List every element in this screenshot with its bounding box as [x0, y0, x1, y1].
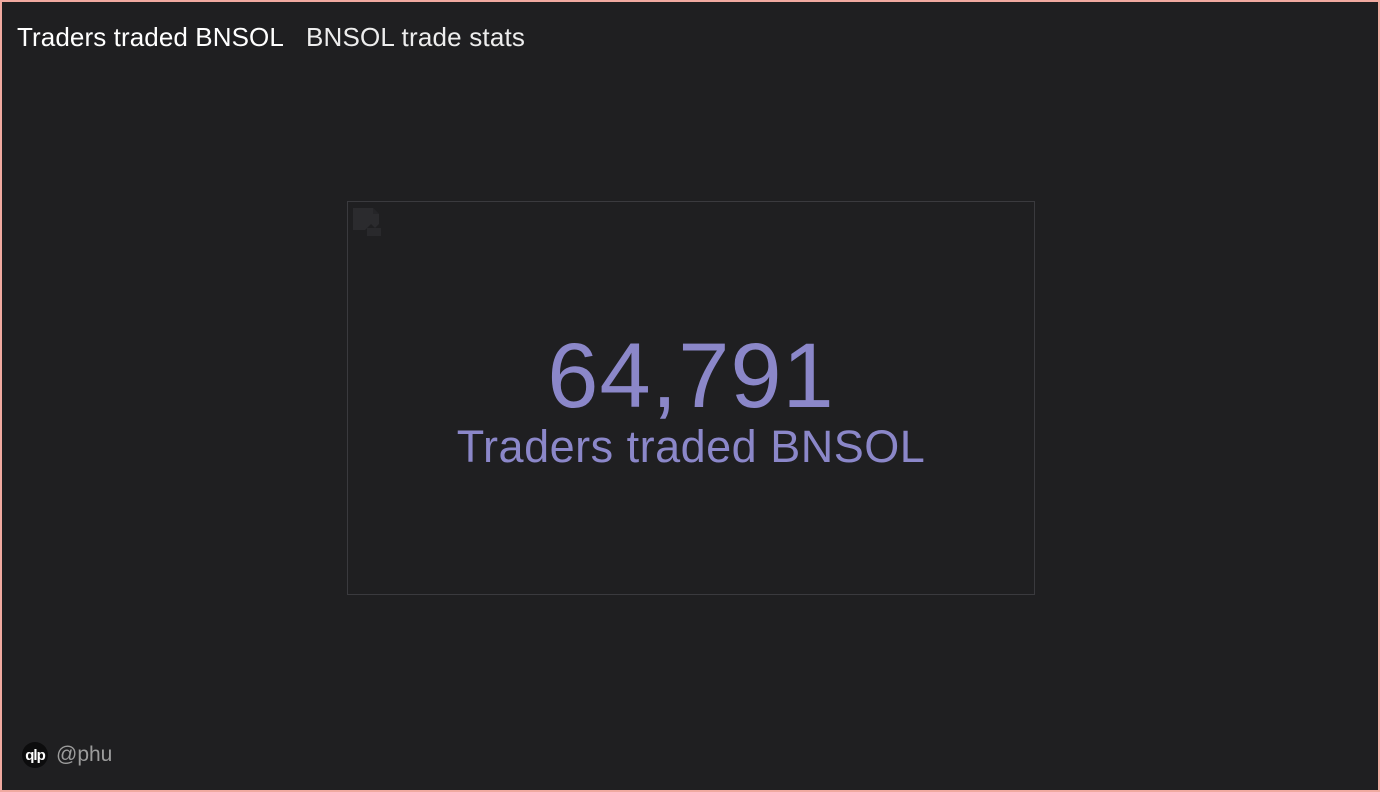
counter-card: 64,791 Traders traded BNSOL [347, 201, 1035, 595]
widget-subtitle: BNSOL trade stats [305, 22, 526, 52]
author-link[interactable]: @phu [56, 743, 113, 766]
counter-value: 64,791 [547, 325, 835, 427]
counter-content: 64,791 Traders traded BNSOL [348, 330, 1034, 472]
widget-footer: qlp @phu [22, 742, 112, 768]
widget-title: Traders traded BNSOL [17, 22, 284, 52]
counter-label: Traders traded BNSOL [456, 421, 926, 472]
qlp-logo-icon[interactable]: qlp [22, 742, 48, 768]
widget-header: Traders traded BNSOL BNSOL trade stats [17, 22, 525, 53]
broken-image-icon [353, 208, 381, 236]
